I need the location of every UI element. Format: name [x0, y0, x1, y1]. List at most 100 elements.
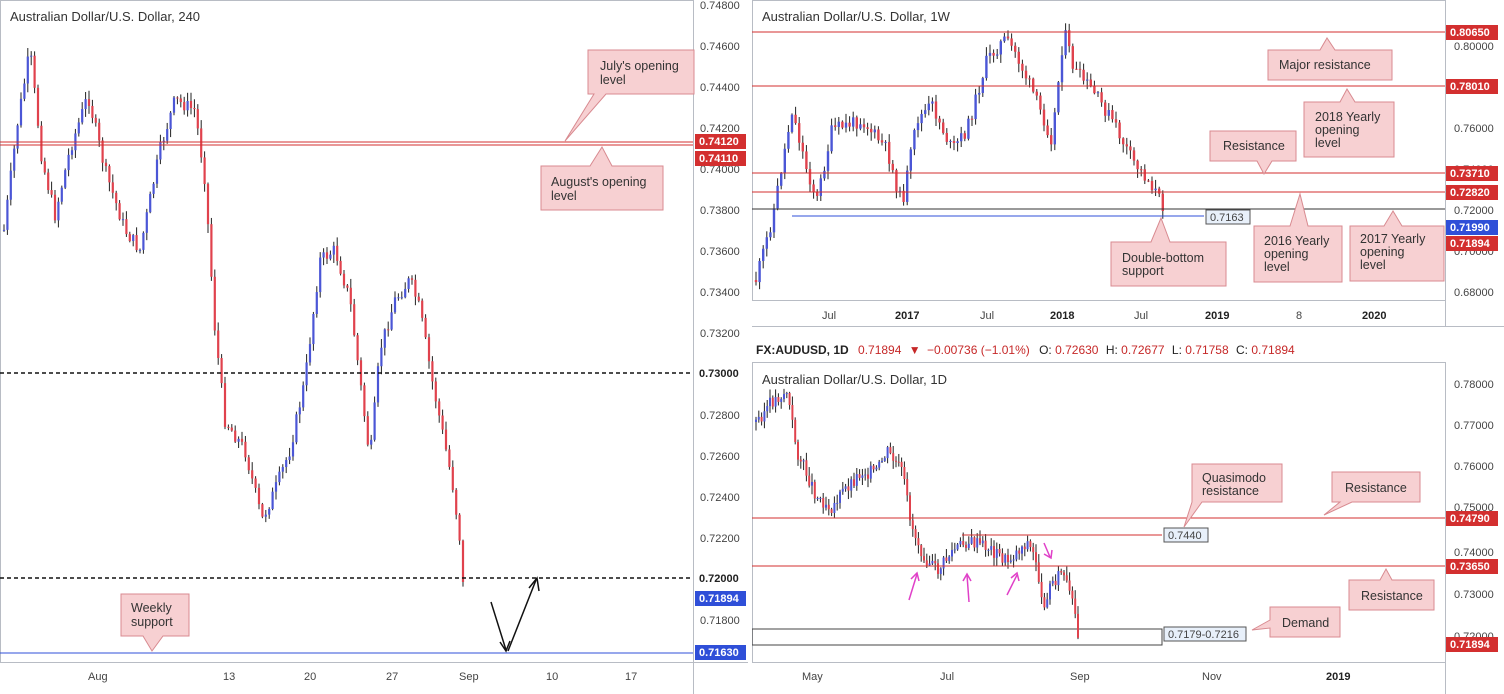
candle-body: [772, 208, 776, 233]
candle-body: [6, 199, 9, 230]
candle-body: [237, 438, 240, 442]
candle-body: [111, 182, 114, 193]
candle-body: [853, 479, 855, 486]
candle-body: [1021, 63, 1024, 71]
candle-body: [911, 520, 914, 530]
candle-body: [1046, 125, 1049, 136]
pink-arrow-2-head: [962, 572, 972, 582]
weekly-support-line1: Weekly: [131, 601, 173, 615]
aug-open-line1: August's opening: [551, 175, 647, 189]
w-tick-1: 0.76000: [1454, 123, 1494, 135]
candle-body: [777, 397, 780, 402]
d-tag1-bg: [1446, 511, 1498, 526]
candle-body: [847, 486, 850, 491]
july-open-callout: July's opening level: [564, 49, 695, 142]
w-2017-callout: 2017 Yearly opening level: [1349, 210, 1445, 282]
d-price-ticks: 0.78000 0.77000 0.76000 0.75000 0.74000 …: [1454, 379, 1494, 643]
candle-body: [816, 191, 819, 196]
candle-body: [1014, 45, 1017, 52]
candle-body: [1147, 180, 1150, 182]
w-title: Australian Dollar/U.S. Dollar, 1W: [762, 9, 951, 24]
candle-body: [1122, 138, 1125, 145]
candle-body: [23, 83, 26, 99]
info-change: −0.00736 (−1.01%): [927, 343, 1030, 357]
d-res2-callout: Resistance: [1348, 567, 1435, 611]
w-level-label: 0.7163: [1210, 212, 1244, 224]
candle-body: [872, 465, 875, 470]
d-time-ticks: May Jul Sep Nov 2019: [802, 671, 1350, 683]
h4-plot-frame: [0, 0, 694, 663]
candle-body: [1064, 30, 1067, 56]
candle-body: [169, 112, 172, 130]
candle-body: [937, 563, 939, 574]
candle-body: [1104, 102, 1107, 116]
candle-body: [1114, 119, 1118, 123]
candle-body: [108, 166, 111, 183]
h4-time-1: 13: [223, 671, 235, 683]
weekly-support-line2: support: [131, 615, 173, 629]
d-qm-l2: resistance: [1202, 484, 1259, 498]
d-tick-4: 0.74000: [1454, 547, 1494, 559]
candle-body: [1140, 169, 1143, 171]
arrow-up-head: [528, 576, 540, 592]
candle-body: [833, 502, 836, 514]
candle-body: [179, 98, 182, 103]
candle-body: [999, 41, 1002, 55]
candle-body: [264, 514, 267, 517]
candle-body: [914, 529, 917, 539]
candle-body: [1051, 580, 1054, 584]
july-open-line1: July's opening: [600, 59, 679, 73]
tag-aug-bg: [695, 151, 746, 166]
candle-body: [812, 184, 815, 192]
candle-body: [895, 460, 897, 462]
candle-body: [101, 140, 104, 163]
h4-time-2: 20: [304, 671, 316, 683]
candle-body: [1037, 562, 1040, 582]
candle-body: [866, 127, 869, 129]
candle-body: [149, 193, 152, 213]
candle-body: [1006, 36, 1010, 39]
candle-body: [152, 183, 155, 194]
candle-body: [771, 397, 774, 407]
candle-body: [870, 128, 873, 133]
candle-body: [965, 544, 967, 548]
d-qm-callout: Quasimodo resistance: [1183, 463, 1283, 528]
candle-body: [1118, 122, 1121, 139]
candle-body: [827, 504, 830, 510]
candle-body: [774, 397, 777, 407]
candle-body: [70, 150, 74, 155]
weekly-chart[interactable]: Australian Dollar/U.S. Dollar, 1W 0.7163…: [752, 0, 1504, 336]
w-double-l1: Double-bottom: [1122, 251, 1204, 265]
pink-arrow-4-head: [1043, 549, 1053, 560]
candle-body: [963, 133, 966, 139]
candle-body: [1057, 571, 1060, 586]
candle-body: [998, 549, 1001, 554]
candle-body: [302, 385, 305, 408]
candle-body: [13, 148, 16, 171]
candle-body: [172, 97, 176, 113]
candle-body: [240, 438, 244, 442]
w-price-tags: 0.80650 0.78010 0.73710 0.72820 0.71990 …: [1446, 25, 1498, 251]
candle-body: [1032, 547, 1035, 553]
h4-tick-9: 0.72800: [700, 410, 740, 422]
candle-body: [906, 170, 909, 202]
w-2017-l1: 2017 Yearly: [1360, 232, 1426, 246]
candle-body: [769, 232, 772, 238]
candle-body: [376, 366, 380, 403]
daily-chart[interactable]: Australian Dollar/U.S. Dollar, 1D 0.7440…: [752, 362, 1504, 694]
candle-body: [1086, 79, 1089, 81]
candle-body: [822, 497, 825, 508]
candle-body: [397, 297, 400, 299]
info-symbol: FX:AUDUSD, 1D: [756, 343, 849, 357]
candle-body: [837, 121, 840, 127]
candle-body: [762, 248, 765, 261]
candle-body: [135, 235, 138, 251]
w-tag2-bg: [1446, 79, 1498, 94]
info-price: 0.71894: [858, 343, 902, 357]
h4-chart[interactable]: Australian Dollar/U.S. Dollar, 240 July'…: [0, 0, 748, 694]
candle-body: [210, 224, 213, 277]
candle-body: [794, 419, 797, 442]
candle-body: [1077, 613, 1079, 638]
candle-body: [839, 491, 841, 503]
tag-73-bg: [695, 366, 746, 381]
